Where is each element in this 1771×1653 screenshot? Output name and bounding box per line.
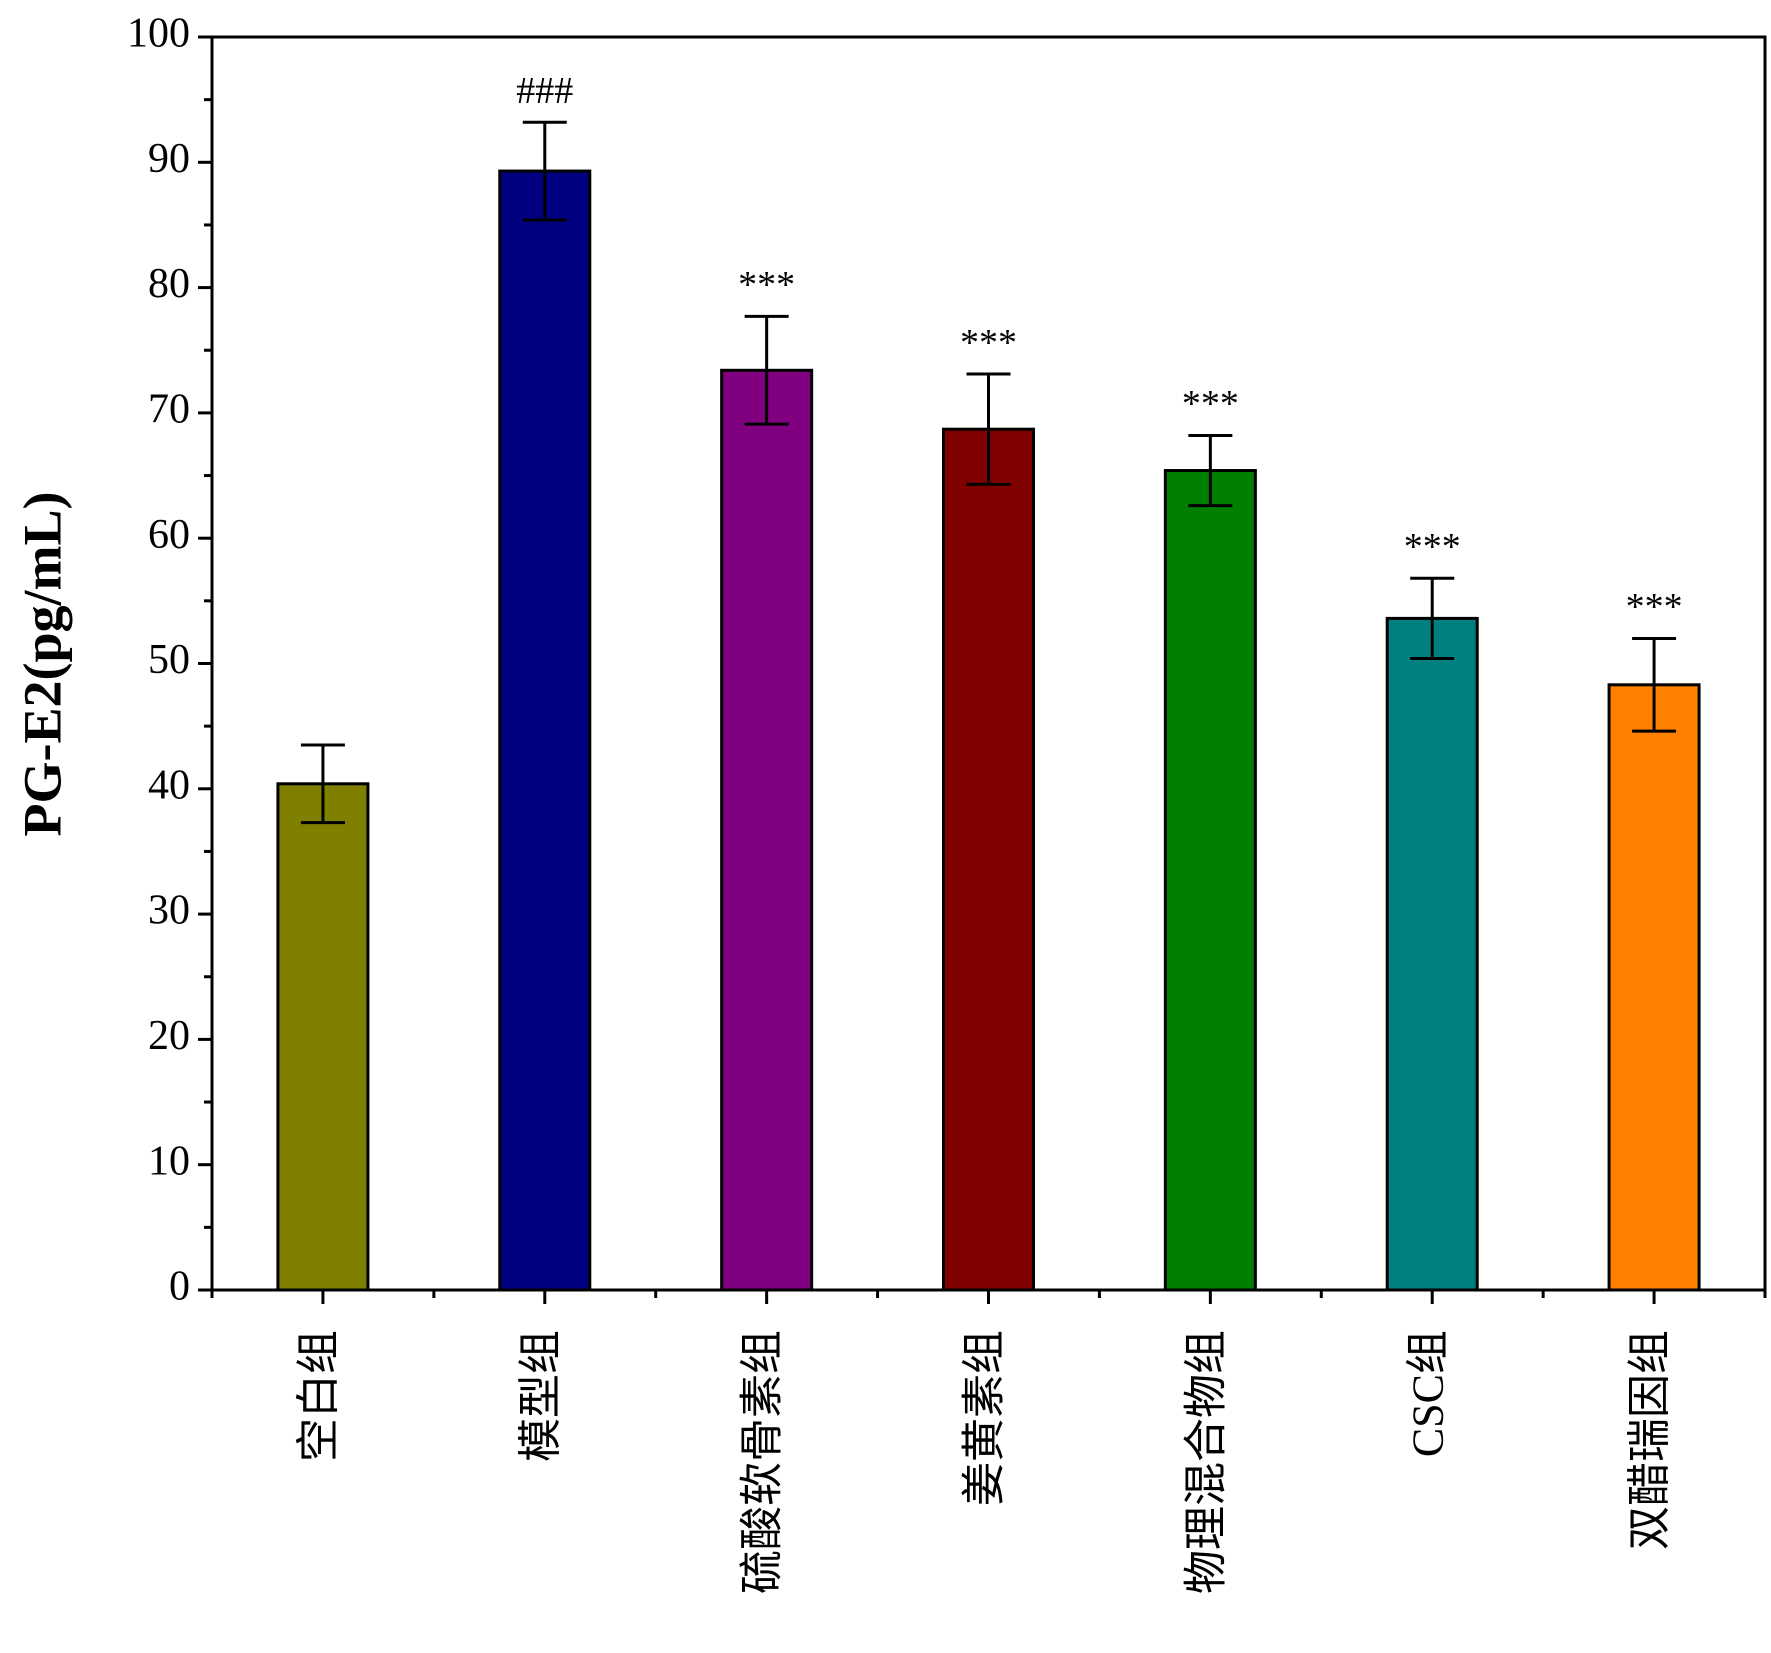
y-axis-label: PG-E2(pg/mL) (12, 492, 72, 837)
x-tick-label: 物理混合物组 (1181, 1330, 1230, 1594)
bar (1163, 469, 1257, 1292)
significance-label: *** (1182, 383, 1239, 425)
y-tick-label: 60 (148, 512, 190, 558)
y-tick-label: 100 (127, 11, 190, 57)
y-tick-label: 70 (148, 387, 190, 433)
significance-label: *** (1626, 586, 1683, 628)
x-tick-label: 模型组 (516, 1330, 565, 1462)
y-tick-label: 80 (148, 261, 190, 307)
y-tick-label: 20 (148, 1013, 190, 1059)
significance-label: *** (1404, 526, 1461, 568)
x-tick-label: 空白组 (294, 1330, 343, 1462)
significance-label: *** (738, 264, 795, 306)
y-tick-label: 0 (169, 1264, 190, 1310)
x-tick-label: CSC组 (1403, 1330, 1452, 1457)
bar (1607, 683, 1701, 1292)
bar (720, 368, 814, 1292)
y-tick-label: 10 (148, 1138, 190, 1184)
significance-label: *** (960, 322, 1017, 364)
y-tick-label: 50 (148, 637, 190, 683)
y-tick-label: 90 (148, 136, 190, 182)
bar (276, 782, 370, 1292)
bar (498, 169, 592, 1292)
y-tick-label: 40 (148, 762, 190, 808)
x-tick-label: 姜黄素组 (960, 1330, 1009, 1506)
x-tick-label: 双醋瑞因组 (1625, 1330, 1674, 1550)
x-tick-label: 硫酸软骨素组 (738, 1330, 787, 1594)
y-tick-label: 30 (148, 888, 190, 934)
significance-label: ### (516, 70, 573, 112)
bar (1385, 616, 1479, 1292)
bar (942, 427, 1035, 1292)
